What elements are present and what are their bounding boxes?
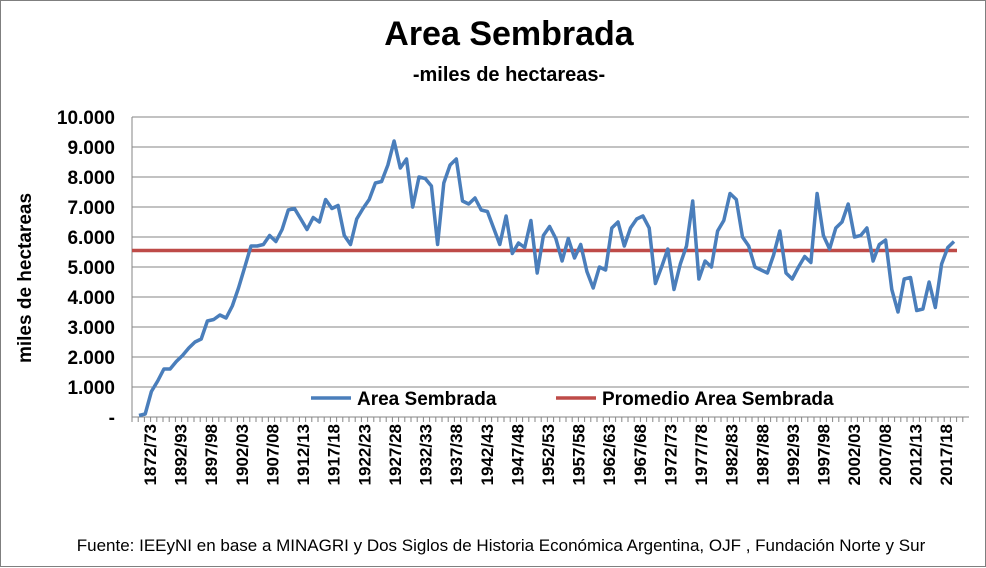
- series-line-area-sembrada: [138, 139, 956, 418]
- y-tick-label: 1.000: [67, 378, 115, 399]
- y-tick-label: -: [109, 408, 115, 429]
- plot-lines: [132, 139, 957, 418]
- x-tick-label: 1987/88: [753, 424, 772, 485]
- x-tick-label: 1967/68: [631, 424, 650, 485]
- legend-label-area-sembrada: Area Sembrada: [357, 389, 497, 410]
- x-tick-label: 1982/83: [723, 424, 742, 485]
- y-tick-label: 10.000: [57, 108, 115, 129]
- x-tick-label: 1902/03: [233, 424, 252, 485]
- x-tick-label: 1972/73: [661, 424, 680, 485]
- x-tick-label: 1932/33: [417, 424, 436, 485]
- source-note: Fuente: IEEyNI en base a MINAGRI y Dos S…: [77, 536, 926, 555]
- x-tick-label: 1917/18: [325, 424, 344, 485]
- x-tick-label: 1992/93: [784, 424, 803, 485]
- x-tick-label: 1922/23: [355, 424, 374, 485]
- x-tick-label: 1897/98: [202, 424, 221, 485]
- y-tick-label: 6.000: [67, 228, 115, 249]
- x-axis: 1872/73 1892/93 1897/98 1902/03 1907/08 1912/…: [131, 117, 969, 485]
- x-tick-label: 2017/18: [937, 424, 956, 485]
- x-tick-label: 2002/03: [845, 424, 864, 485]
- x-tick-label: 1892/93: [172, 424, 191, 485]
- y-tick-label: 7.000: [67, 198, 115, 219]
- chart-title: Area Sembrada: [384, 15, 635, 53]
- y-tick-label: 3.000: [67, 318, 115, 339]
- x-tick-label: 1912/13: [294, 424, 313, 485]
- chart-subtitle: -miles de hectareas-: [413, 64, 605, 86]
- legend-label-promedio: Promedio Area Sembrada: [602, 389, 834, 410]
- x-tick-label: 1997/98: [815, 424, 834, 485]
- y-tick-label: 5.000: [67, 258, 115, 279]
- legend: Area Sembrada Promedio Area Sembrada: [311, 389, 834, 410]
- x-tick-label: 2007/08: [876, 424, 895, 485]
- x-tick-label: 1962/63: [600, 424, 619, 485]
- x-tick-label: 1977/78: [692, 424, 711, 485]
- x-tick-label: 1957/58: [570, 424, 589, 485]
- x-tick-label: 2012/13: [906, 424, 925, 485]
- x-tick-label: 1872/73: [141, 424, 160, 485]
- x-tick-label: 1947/48: [508, 424, 527, 485]
- y-axis-ticks: - 1.000 2.000 3.000 4.000 5.000 6.000 7.000 8.00…: [57, 108, 115, 429]
- x-tick-label: 1927/28: [386, 424, 405, 485]
- y-tick-label: 2.000: [67, 348, 115, 369]
- x-tick-label: 1952/53: [539, 424, 558, 485]
- y-tick-label: 9.000: [67, 138, 115, 159]
- x-tick-label: 1942/43: [478, 424, 497, 485]
- x-tick-label: 1937/38: [447, 424, 466, 485]
- y-tick-label: 4.000: [67, 288, 115, 309]
- y-axis-label: miles de hectareas: [15, 193, 36, 363]
- y-tick-label: 8.000: [67, 168, 115, 189]
- x-tick-label: 1907/08: [263, 424, 282, 485]
